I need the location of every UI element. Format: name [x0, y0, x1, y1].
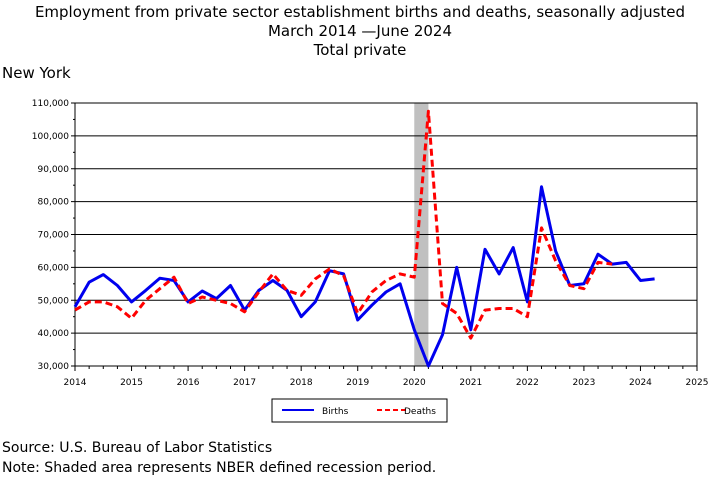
plot-frame [74, 102, 698, 367]
legend-label-deaths: Deaths [404, 407, 436, 417]
x-tick-label: 2014 [64, 378, 87, 388]
y-tick-label: 30,000 [38, 362, 70, 372]
x-tick-label: 2023 [572, 378, 595, 388]
y-tick-label: 100,000 [32, 132, 69, 142]
y-tick-label: 110,000 [32, 99, 69, 109]
series-line-births [73, 185, 655, 368]
x-tick-label: 2021 [459, 378, 482, 388]
x-tick-label: 2015 [120, 378, 143, 388]
legend-label-births: Births [322, 407, 349, 417]
chart-subtitle: Total private [313, 41, 407, 59]
x-tick-label: 2018 [290, 378, 313, 388]
y-tick-label: 90,000 [38, 165, 70, 175]
chart-title-block: Employment from private sector establish… [0, 3, 720, 60]
series-line-deaths [74, 109, 613, 340]
y-tick-label: 40,000 [38, 329, 70, 339]
x-tick-label: 2017 [233, 378, 256, 388]
x-tick-label: 2024 [629, 378, 652, 388]
source-note: Source: U.S. Bureau of Labor Statistics [2, 440, 273, 456]
x-tick-label: 2016 [177, 378, 200, 388]
x-tick-label: 2025 [686, 378, 709, 388]
x-tick-label: 2022 [516, 378, 539, 388]
chart-title: Employment from private sector establish… [34, 3, 686, 21]
x-tick-label: 2019 [346, 378, 369, 388]
recession-note: Note: Shaded area represents NBER define… [2, 460, 437, 476]
y-tick-label: 70,000 [38, 231, 70, 241]
chart-date-range: March 2014 —June 2024 [267, 22, 453, 40]
region-label: New York [2, 64, 71, 82]
x-tick-label: 2020 [403, 378, 426, 388]
y-tick-label: 50,000 [38, 296, 70, 306]
y-tick-label: 80,000 [38, 198, 70, 208]
y-tick-label: 60,000 [38, 263, 70, 273]
legend-box [271, 398, 448, 423]
